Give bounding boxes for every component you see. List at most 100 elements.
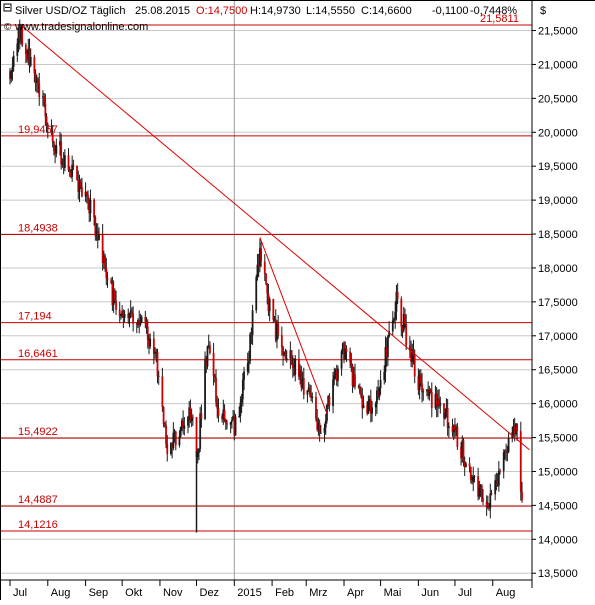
candle-body — [335, 369, 338, 381]
candle-body — [199, 413, 202, 449]
candle-body — [455, 426, 458, 431]
candle-body — [206, 346, 209, 367]
candle-body — [417, 376, 420, 391]
candle-body — [229, 422, 232, 425]
candle-body — [361, 396, 364, 409]
candle-body — [154, 352, 156, 354]
header-instrument: Silver USD/OZ Täglich — [15, 5, 125, 17]
candle-body — [273, 319, 276, 321]
candle-body — [488, 506, 490, 509]
header-open: O:14,7500 — [196, 5, 247, 17]
candle-body — [334, 369, 337, 376]
candle-body — [55, 145, 58, 154]
candle-body — [238, 415, 241, 417]
candle-body — [454, 425, 456, 431]
candle-body — [368, 399, 371, 402]
y-tick-label: 14,5000 — [538, 500, 578, 512]
candle-body — [44, 103, 47, 117]
candle-body — [248, 361, 250, 364]
candle-body — [307, 387, 310, 391]
candle-body — [120, 314, 122, 317]
candle-body — [60, 141, 63, 165]
candle-body — [79, 181, 82, 188]
candle-body — [191, 416, 194, 418]
candle-body — [447, 426, 450, 429]
candle-body — [205, 358, 208, 367]
candle-body — [504, 450, 506, 453]
candle-body — [165, 425, 167, 445]
candle-body — [289, 350, 292, 359]
candle-body — [377, 390, 380, 398]
y-tick-label: 20,5000 — [538, 93, 578, 105]
x-tick-label: Nov — [163, 587, 183, 599]
candle-body — [115, 300, 117, 310]
candle-body — [352, 374, 355, 387]
candle-body — [333, 375, 336, 380]
candle-body — [323, 427, 326, 433]
candle-body — [499, 470, 501, 472]
candle-body — [294, 358, 297, 375]
candle-body — [24, 45, 27, 55]
header-open-value: 14,7500 — [208, 5, 248, 17]
candle-body — [516, 423, 519, 432]
candle-body — [10, 71, 13, 79]
candle-body — [428, 389, 431, 396]
candle-body — [233, 416, 236, 436]
candle-body — [250, 333, 253, 335]
candle-body — [171, 443, 174, 449]
candle-body — [299, 370, 302, 377]
candle-body — [137, 320, 139, 325]
candle-body — [43, 96, 46, 104]
candle-body — [358, 386, 361, 393]
candle-body — [104, 255, 106, 269]
candle-body — [85, 191, 88, 195]
y-tick-label: 17,5000 — [538, 297, 578, 309]
candle-body — [426, 389, 428, 392]
candle-body — [340, 351, 343, 369]
candle-body — [9, 71, 11, 79]
candle-body — [444, 412, 447, 419]
candle-body — [217, 408, 220, 417]
candle-body — [367, 401, 370, 414]
candle-body — [148, 339, 150, 347]
candle-body — [222, 409, 225, 420]
candle-body — [411, 349, 414, 362]
candle-body — [251, 310, 254, 335]
candle-body — [446, 407, 449, 429]
x-tick-label: Okt — [125, 587, 142, 599]
candle-body — [267, 293, 270, 312]
candle-body — [172, 432, 175, 449]
candle-body — [310, 394, 313, 398]
candle-body — [20, 24, 22, 42]
candle-body — [489, 493, 492, 509]
candle-body — [263, 261, 266, 274]
candle-body — [52, 141, 55, 152]
candle-body — [198, 448, 200, 453]
candle-body — [266, 283, 269, 294]
candle-body — [318, 423, 321, 433]
candle-body — [156, 351, 159, 376]
level-label: 14,4887 — [18, 494, 58, 506]
candle-body — [429, 389, 432, 393]
candle-body — [496, 479, 499, 486]
candle-body — [357, 386, 360, 388]
candle-body — [301, 378, 304, 388]
candle-body — [12, 55, 15, 67]
candle-body — [221, 416, 224, 420]
candle-body — [311, 396, 314, 398]
header-date: 25.08.2015 — [135, 5, 190, 17]
candle-body — [505, 450, 508, 452]
candle-body — [495, 479, 498, 481]
candle-body — [157, 375, 160, 377]
candle-body — [337, 368, 339, 381]
candle-body — [385, 347, 388, 357]
x-tick-label: Mrz — [309, 587, 327, 599]
candle-body — [189, 407, 192, 422]
candle-body — [216, 402, 219, 409]
candle-body — [162, 406, 165, 425]
candle-body — [61, 161, 64, 165]
candle-body — [502, 452, 505, 471]
y-axis-unit: $ — [540, 5, 546, 17]
candle-body — [513, 426, 516, 435]
candle-body — [35, 79, 38, 83]
